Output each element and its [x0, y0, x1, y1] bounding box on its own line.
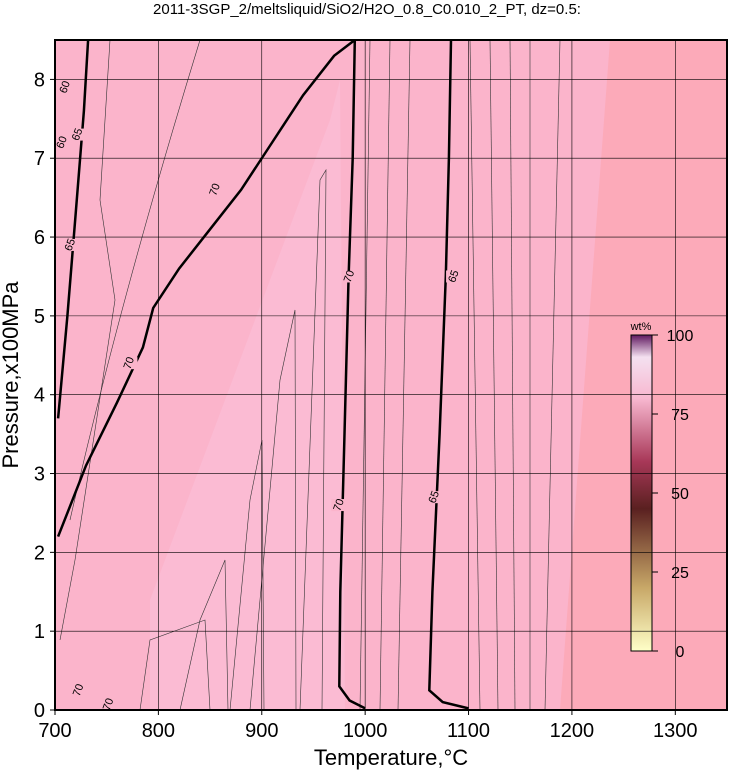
y-tick-label: 4: [34, 385, 45, 407]
contour-label-bg: [331, 499, 348, 512]
contour-label: 65: [427, 489, 442, 505]
contour-label: 65: [70, 127, 85, 143]
x-tick-label: 800: [142, 720, 175, 742]
colorbar-tick-label: 0: [676, 644, 685, 661]
contour-label: 70: [331, 497, 346, 513]
contour-label-bg: [426, 491, 443, 504]
contour-label-bg: [207, 183, 224, 196]
x-tick-label: 1000: [343, 720, 388, 742]
x-tick-label: 900: [245, 720, 278, 742]
thin-contour: [59, 39, 116, 641]
x-tick-label: 700: [38, 720, 71, 742]
thin-contour: [544, 39, 561, 711]
colorbar-tick-label: 25: [671, 565, 689, 582]
thin-contour: [379, 39, 391, 711]
thin-contour: [509, 39, 516, 711]
contour-label: 70: [101, 697, 116, 713]
x-axis-label: Temperature,°C: [314, 745, 468, 770]
y-axis-label: Pressure,x100MPa: [0, 281, 23, 469]
contour-label: 70: [71, 682, 86, 698]
contour-label-bg: [121, 357, 138, 370]
contour-line: [56, 39, 356, 538]
contour-label-bg: [57, 81, 74, 94]
y-tick-label: 5: [34, 306, 45, 328]
thin-contour: [249, 309, 297, 711]
contour-label: 65: [63, 237, 78, 253]
contour-label-bg: [100, 698, 117, 711]
y-tick-label: 3: [34, 464, 45, 486]
thin-contour: [489, 39, 499, 711]
thin-contour: [299, 168, 327, 711]
thin-contour: [179, 559, 229, 711]
contour-label-bg: [62, 238, 79, 251]
contour-label-bg: [69, 128, 86, 141]
y-tick-label: 8: [34, 69, 45, 91]
x-tick-label: 1200: [550, 720, 595, 742]
colorbar-tick-label: 100: [667, 328, 694, 345]
y-tick-label: 1: [34, 621, 45, 643]
contour-label: 60: [58, 79, 73, 95]
y-tick-label: 2: [34, 542, 45, 564]
contour-label: 70: [342, 269, 357, 285]
contour-label: 70: [122, 355, 137, 371]
thin-contour: [229, 439, 265, 711]
contour-label-bg: [54, 136, 71, 149]
contour-label: 60: [54, 135, 69, 151]
y-tick-label: 0: [34, 700, 45, 722]
contour-line: [428, 39, 469, 710]
thin-contour: [397, 39, 411, 711]
x-tick-label: 1100: [447, 720, 490, 742]
y-tick-label: 7: [34, 148, 45, 170]
plot-frame: [54, 39, 728, 711]
colorbar: [630, 334, 653, 652]
contour-label-bg: [341, 270, 358, 283]
contour-label: 65: [446, 269, 461, 285]
colorbar-tick-label: 50: [671, 486, 689, 503]
thin-contour: [469, 39, 481, 711]
y-tick-label: 6: [34, 227, 45, 249]
x-tick-label: 1300: [653, 720, 698, 742]
contour-label-bg: [446, 270, 463, 283]
contour-line: [338, 39, 366, 710]
contour-label-bg: [70, 684, 87, 697]
thin-contour: [139, 619, 211, 711]
colorbar-label: wt%: [630, 321, 652, 333]
chart-title: 2011-3SGP_2/meltsliquid/SiO2/H2O_0.8_C0.…: [153, 1, 581, 18]
thin-contour: [69, 39, 201, 521]
contour-label: 70: [207, 182, 222, 198]
contour-line: [56, 39, 90, 419]
colorbar-tick-label: 75: [671, 407, 689, 424]
